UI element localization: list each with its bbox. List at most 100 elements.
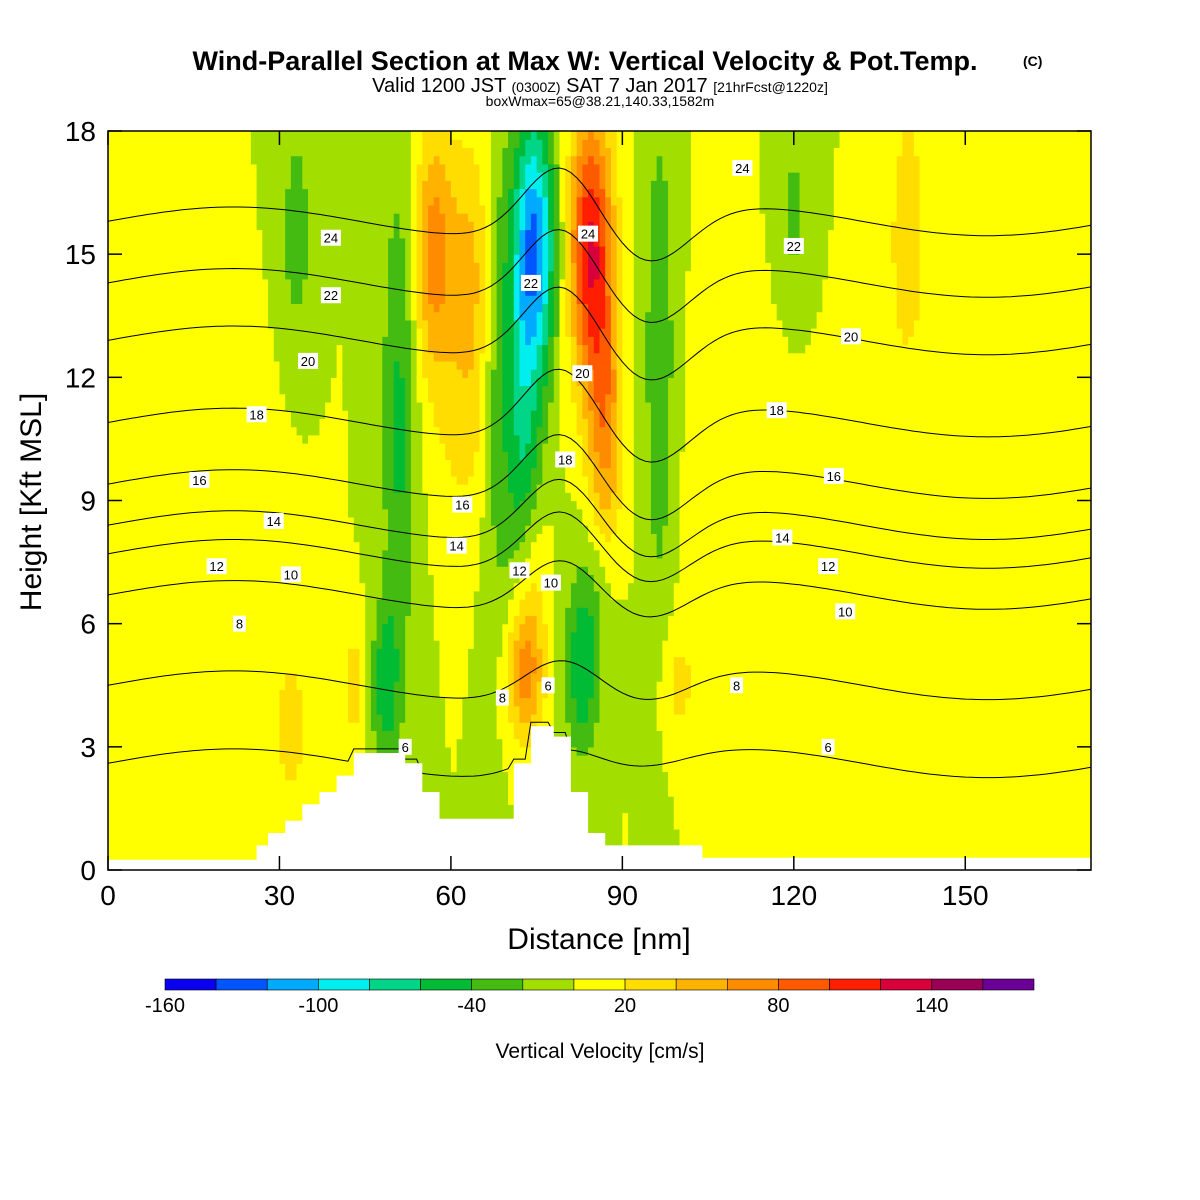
velocity-cell	[759, 213, 766, 870]
colorbar-tick-label: -40	[457, 995, 486, 1017]
velocity-cell	[439, 213, 446, 305]
velocity-cell	[456, 484, 463, 740]
velocity-cell	[673, 656, 681, 715]
chart-subtitle: Valid 1200 JST (0300Z) SAT 7 Jan 2017 [2…	[372, 75, 828, 97]
velocity-cell	[513, 254, 521, 321]
velocity-cell	[662, 180, 669, 526]
y-tick-label: 15	[65, 239, 96, 270]
velocity-cell	[576, 303, 583, 346]
velocity-cell	[290, 672, 298, 781]
contour-label-text: 18	[558, 452, 572, 467]
isentrope-line	[108, 478, 1091, 558]
contour-label-text: 12	[512, 563, 526, 578]
velocity-cell	[296, 155, 303, 305]
velocity-cell	[473, 451, 481, 592]
velocity-cell	[599, 328, 606, 428]
contour-label-bg	[818, 558, 839, 575]
velocity-cell	[765, 131, 772, 263]
velocity-cell	[633, 131, 641, 870]
velocity-cell	[210, 131, 218, 870]
velocity-cell	[576, 434, 583, 510]
velocity-cell	[513, 147, 521, 190]
isentrope-line	[108, 511, 1091, 583]
velocity-cell	[519, 155, 526, 190]
velocity-cell	[365, 131, 372, 870]
velocity-cell	[805, 344, 812, 870]
velocity-cell	[1039, 131, 1046, 870]
contour-label: 24	[732, 159, 753, 176]
contour-label: 22	[783, 237, 804, 254]
velocity-cell	[319, 418, 326, 870]
velocity-cell	[496, 196, 503, 567]
velocity-cell	[530, 336, 538, 370]
velocity-cell	[542, 385, 549, 444]
contour-label-text: 6	[402, 740, 409, 755]
velocity-cell	[399, 492, 406, 723]
contour-labels: 24 22 20 18 16 14 12 10 8 16 14 12 10 8 6 6 22 20 18 24 24 22…	[189, 159, 861, 755]
colorbar-tick-label: -100	[298, 995, 338, 1017]
velocity-cell	[536, 139, 543, 173]
velocity-cell	[679, 131, 686, 452]
contour-label-text: 18	[769, 403, 783, 418]
velocity-cell	[530, 155, 538, 190]
velocity-cell	[456, 139, 463, 214]
velocity-cell	[525, 525, 532, 559]
velocity-cell	[576, 722, 583, 756]
velocity-cell	[285, 672, 292, 781]
contour-label-text: 22	[324, 288, 338, 303]
velocity-cell	[902, 131, 909, 346]
velocity-cell	[456, 213, 463, 370]
velocity-cell	[428, 131, 435, 165]
velocity-cell	[902, 344, 909, 870]
velocity-cell	[582, 163, 589, 198]
velocity-cell	[313, 434, 321, 870]
velocity-cell	[1028, 131, 1035, 870]
velocity-cell	[622, 812, 629, 870]
velocity-cell	[593, 401, 601, 452]
velocity-cell	[525, 344, 532, 387]
contour-label-bg	[520, 274, 541, 291]
velocity-cell	[525, 139, 532, 165]
x-tick-label: 120	[770, 880, 817, 911]
velocity-cell	[388, 131, 395, 239]
velocity-cell	[959, 131, 966, 870]
velocity-cell	[525, 229, 532, 296]
velocity-cell	[570, 131, 578, 157]
velocity-cell	[273, 360, 281, 870]
velocity-cell	[445, 746, 452, 870]
contour-label-bg	[280, 566, 301, 583]
velocity-cell	[428, 352, 435, 403]
velocity-cell	[336, 344, 343, 870]
velocity-cell	[450, 139, 458, 198]
velocity-cell	[656, 681, 663, 732]
velocity-cell	[296, 131, 303, 157]
x-tick-label: 30	[264, 880, 295, 911]
velocity-cell	[656, 155, 663, 559]
velocity-cell	[770, 303, 778, 870]
velocity-cell	[542, 163, 549, 198]
colorbar-swatch	[829, 978, 881, 991]
velocity-cell	[536, 533, 543, 592]
colorbar-swatch	[726, 978, 779, 991]
velocity-cell	[536, 590, 543, 649]
velocity-cell	[468, 147, 475, 222]
velocity-cell	[428, 401, 435, 575]
velocity-cell	[405, 319, 412, 617]
velocity-cell	[525, 163, 532, 190]
subtitle-utc: (0300Z)	[512, 79, 561, 95]
velocity-cell	[519, 459, 526, 502]
contour-label-bg	[320, 229, 341, 246]
isentrope-line	[108, 434, 1091, 521]
velocity-cell	[1010, 131, 1018, 870]
velocity-cell	[582, 475, 589, 526]
contour-label: 8	[232, 615, 246, 632]
velocity-cell	[582, 131, 589, 140]
velocity-cell	[450, 131, 458, 140]
velocity-cell	[428, 303, 435, 354]
velocity-cell	[593, 245, 601, 280]
velocity-cell	[348, 516, 355, 649]
colorbar-swatch	[164, 978, 217, 991]
velocity-cell	[285, 278, 292, 411]
velocity-cell	[588, 287, 595, 337]
velocity-cell	[696, 131, 703, 870]
